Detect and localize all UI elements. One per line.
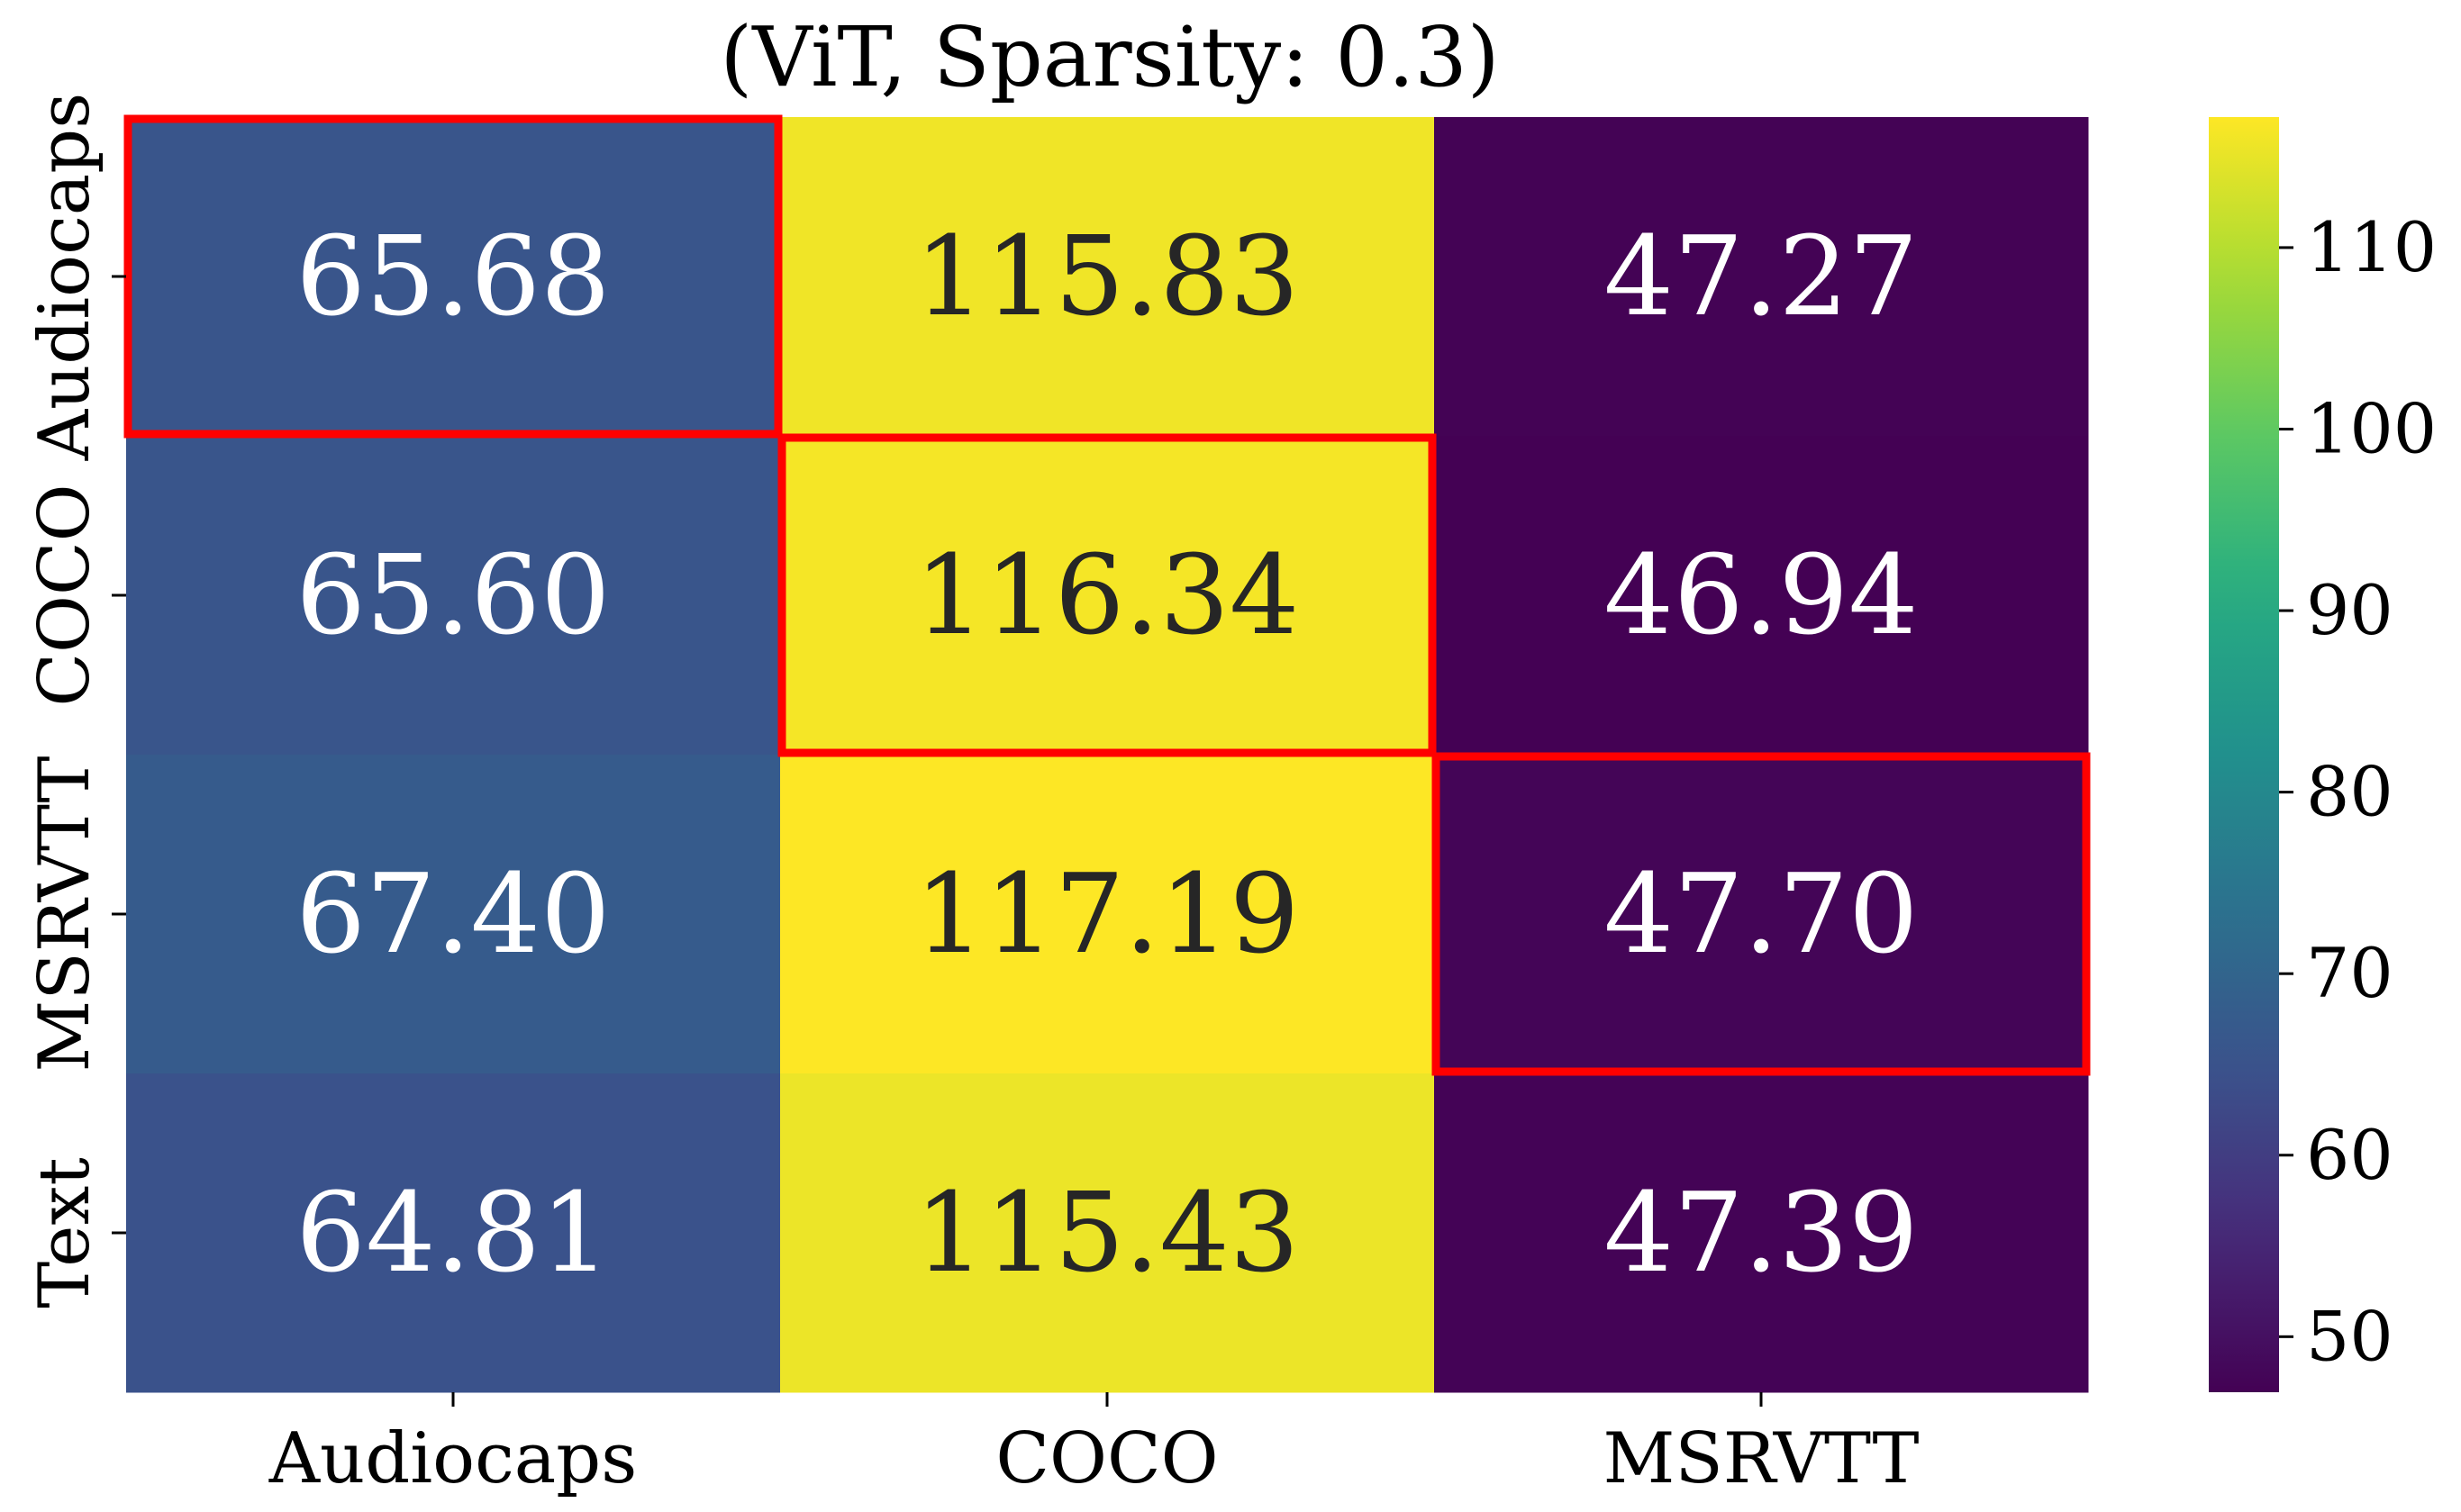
colorbar-tick-label: 60 xyxy=(2306,1115,2393,1195)
colorbar: 50 60 70 80 90 100 110 xyxy=(2209,117,2437,1392)
highlight-box xyxy=(777,433,1437,757)
heatmap-cell xyxy=(1434,436,2089,756)
colorbar-gradient xyxy=(2209,117,2279,1392)
colorbar-tick-label: 50 xyxy=(2306,1296,2393,1376)
cell-value-label: 65.60 xyxy=(295,531,610,659)
x-tick-label: MSRVTT xyxy=(1603,1418,1919,1499)
y-axis: Audiocaps COCO MSRVTT Text xyxy=(24,93,126,1308)
cell-value-label: 46.94 xyxy=(1603,531,1918,659)
colorbar-tick-label: 110 xyxy=(2306,207,2437,287)
highlight-box xyxy=(123,114,783,439)
heatmap-cell xyxy=(126,1073,781,1393)
x-tick-label: COCO xyxy=(995,1418,1218,1499)
y-tick-label: MSRVTT xyxy=(24,756,105,1072)
heatmap-cell xyxy=(1434,755,2089,1074)
heatmap-cell xyxy=(1434,117,2089,437)
cell-value-label: 47.27 xyxy=(1603,213,1918,340)
colorbar-tick-label: 80 xyxy=(2306,752,2393,832)
heatmap-cell xyxy=(126,755,781,1074)
heatmap-cell xyxy=(780,117,1435,437)
y-tick-label: Text xyxy=(24,1157,105,1308)
colorbar-tick-label: 100 xyxy=(2306,388,2437,468)
colorbar-tick-label: 90 xyxy=(2306,570,2393,650)
cell-value-label: 115.43 xyxy=(915,1169,1300,1297)
cell-value-label: 115.83 xyxy=(915,213,1300,340)
cell-value-label: 67.40 xyxy=(295,850,610,978)
heatmap-cell xyxy=(780,436,1435,756)
highlight-boxes xyxy=(123,114,2091,1076)
heatmap-cell xyxy=(780,755,1435,1074)
heatmap-cell xyxy=(1434,1073,2089,1393)
heatmap-cell xyxy=(780,1073,1435,1393)
heatmap-cell xyxy=(126,117,781,437)
colorbar-tick-label: 70 xyxy=(2306,933,2393,1013)
x-tick-label: Audiocaps xyxy=(268,1418,638,1499)
cell-value-label: 47.39 xyxy=(1603,1169,1918,1297)
heatmap-cells xyxy=(126,117,2089,1393)
cell-value-label: 116.34 xyxy=(915,531,1300,659)
heatmap-cell-labels: 65.68 115.83 47.27 65.60 116.34 46.94 67.40 117… xyxy=(295,213,1918,1297)
y-tick-label: COCO xyxy=(24,484,105,706)
heatmap-cell xyxy=(126,436,781,756)
x-axis: Audiocaps COCO MSRVTT xyxy=(268,1392,1920,1499)
cell-value-label: 117.19 xyxy=(915,850,1300,978)
cell-value-label: 65.68 xyxy=(295,213,610,340)
chart-title: (ViT, Sparsity: 0.3) xyxy=(720,9,1499,105)
cell-value-label: 64.81 xyxy=(295,1169,610,1297)
cell-value-label: 47.70 xyxy=(1603,850,1918,978)
y-tick-label: Audiocaps xyxy=(24,93,105,462)
highlight-box xyxy=(1431,752,2091,1076)
